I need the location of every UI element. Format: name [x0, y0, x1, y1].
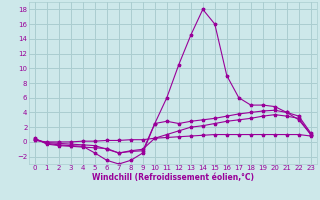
- X-axis label: Windchill (Refroidissement éolien,°C): Windchill (Refroidissement éolien,°C): [92, 173, 254, 182]
